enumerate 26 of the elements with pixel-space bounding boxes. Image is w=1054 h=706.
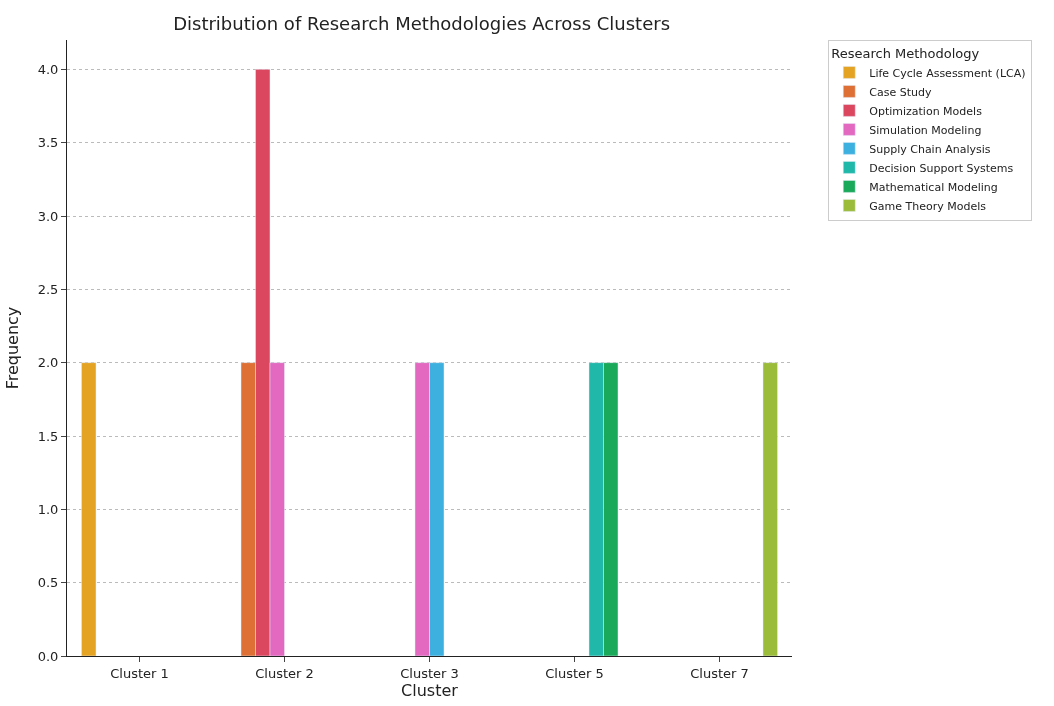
y-tick-label: 1.5	[37, 428, 59, 444]
legend-label: Simulation Modeling	[869, 123, 982, 137]
y-tick-label: 2.0	[37, 355, 59, 371]
y-tick-label: 4.0	[37, 61, 59, 77]
legend-title: Research Methodology	[831, 45, 980, 61]
chart-title: Distribution of Research Methodologies Across Clusters	[173, 13, 671, 35]
legend-label: Supply Chain Analysis	[869, 142, 991, 156]
x-tick-label: Cluster 3	[400, 665, 459, 681]
y-tick-label: 2.5	[37, 281, 59, 297]
y-tick-label: 3.0	[37, 208, 59, 224]
legend-label: Decision Support Systems	[869, 161, 1014, 175]
legend-label: Game Theory Models	[869, 199, 987, 213]
y-tick-label: 3.5	[37, 135, 59, 151]
x-tick-label: Cluster 1	[110, 665, 169, 681]
x-axis-title: Cluster	[401, 680, 459, 700]
legend-label: Optimization Models	[869, 104, 983, 118]
x-tick-label: Cluster 7	[690, 665, 749, 681]
y-axis-title: Frequency	[2, 306, 22, 390]
y-tick-label: 0.0	[37, 648, 59, 664]
legend-label: Mathematical Modeling	[869, 180, 998, 194]
x-tick-label: Cluster 2	[255, 665, 314, 681]
y-tick-label: 1.0	[37, 501, 59, 517]
legend-label: Case Study	[869, 85, 932, 99]
legend-label: Life Cycle Assessment (LCA)	[869, 66, 1026, 80]
y-tick-label: 0.5	[37, 575, 59, 591]
x-tick-label: Cluster 5	[545, 665, 604, 681]
